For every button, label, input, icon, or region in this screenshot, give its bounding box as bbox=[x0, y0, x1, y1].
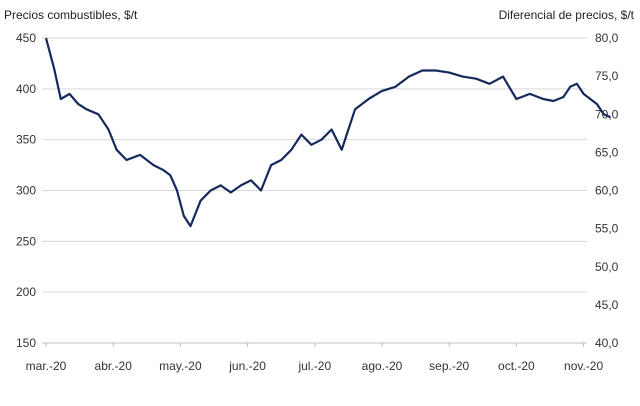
left-tick-label: 150 bbox=[16, 336, 36, 350]
x-tick-label: mar.-20 bbox=[26, 359, 67, 373]
left-tick-label: 350 bbox=[16, 133, 36, 147]
right-tick-label: 40,0 bbox=[595, 336, 619, 350]
x-tick-label: abr.-20 bbox=[95, 359, 133, 373]
x-tick-label: may.-20 bbox=[159, 359, 202, 373]
x-tick-label: ago.-20 bbox=[362, 359, 403, 373]
x-tick-label: nov.-20 bbox=[564, 359, 603, 373]
right-tick-label: 65,0 bbox=[595, 145, 619, 159]
x-tick-label: oct.-20 bbox=[498, 359, 535, 373]
left-axis-title: Precios combustibles, $/t bbox=[4, 8, 138, 22]
left-tick-label: 300 bbox=[16, 184, 36, 198]
right-tick-label: 55,0 bbox=[595, 222, 619, 236]
x-tick-label: jul.-20 bbox=[297, 359, 331, 373]
right-tick-label: 80,0 bbox=[595, 31, 619, 45]
x-tick-label: sep.-20 bbox=[429, 359, 469, 373]
left-tick-label: 250 bbox=[16, 234, 36, 248]
left-tick-label: 200 bbox=[16, 285, 36, 299]
right-axis-title: Diferencial de precios, $/t bbox=[498, 8, 634, 22]
left-tick-label: 400 bbox=[16, 82, 36, 96]
right-tick-label: 50,0 bbox=[595, 260, 619, 274]
x-tick-label: jun.-20 bbox=[228, 359, 266, 373]
right-tick-label: 45,0 bbox=[595, 298, 619, 312]
right-tick-label: 75,0 bbox=[595, 69, 619, 83]
series-line-0 bbox=[44, 37, 611, 228]
right-tick-label: 60,0 bbox=[595, 184, 619, 198]
left-tick-label: 450 bbox=[16, 31, 36, 45]
right-tick-label: 70,0 bbox=[595, 107, 619, 121]
